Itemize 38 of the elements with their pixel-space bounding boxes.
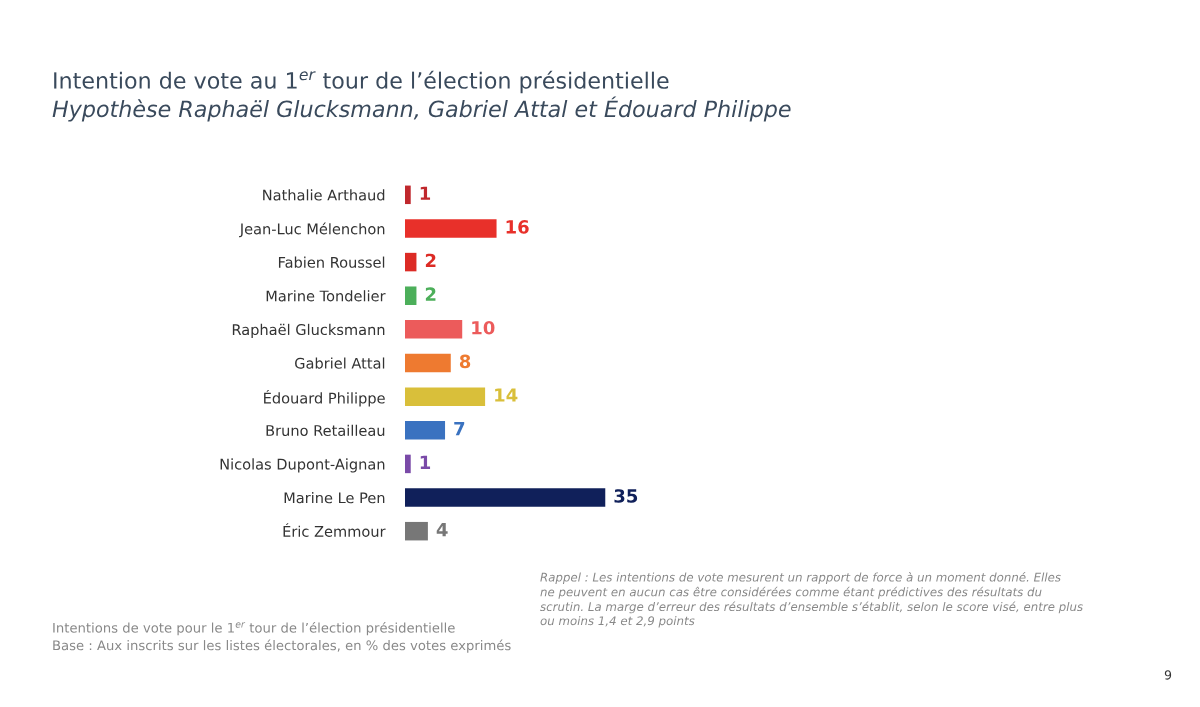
y-tick-label: Éric Zemmour: [283, 523, 386, 537]
bar: [405, 521, 428, 541]
bar: [405, 387, 486, 406]
y-tick-label: Nathalie Arthaud: [263, 189, 385, 201]
y-tick-label: Marine Tondelier: [266, 290, 386, 302]
y-tick-label: Raphaël Glucksmann: [232, 323, 385, 338]
data-label: 8: [459, 354, 471, 369]
data-label: 2: [425, 253, 436, 268]
bar: [405, 320, 463, 339]
bar: [405, 252, 417, 272]
y-tick-label: Jean-Luc Mélenchon: [239, 222, 385, 238]
bar: [405, 421, 446, 440]
bar: [405, 185, 411, 205]
y-tick-label: Édouard Philippe: [264, 389, 385, 407]
bar: [405, 219, 497, 238]
data-label: 16: [506, 220, 529, 234]
text: 9: [1164, 670, 1172, 680]
y-tick-label: Fabien Roussel: [278, 256, 385, 268]
y-tick-label: Marine Le Pen: [284, 492, 385, 504]
bar: [405, 353, 451, 373]
data-label: 1: [420, 455, 431, 469]
chart-title: Intention de vote au 1$^{er}$ tour de l’élection présidentielle: [54, 70, 669, 94]
bar: [405, 286, 417, 305]
bar: [405, 454, 411, 474]
chart-subtitle: Hypothèse Raphaël Glucksmann, Gabriel Attal et Édouard Philippe: [52, 96, 791, 122]
data-label: 2: [425, 287, 436, 301]
data-label: 4: [436, 523, 448, 537]
data-label: 1: [420, 186, 431, 200]
data-label: 35: [614, 489, 638, 503]
text: Rappel : Les intentions de vote mesurent un rapport de force à un moment donné. Elles ne peuvent en aucun cas être considérées comme étant prédictives des résultats du scrutin. La marge d’erreur des résultats d’ensemble s’établit, selon le score visé, entre plus ou moins 1,4 et 2,9 points: [540, 572, 1083, 628]
data-label: 7: [454, 422, 465, 436]
y-tick-label: Bruno Retailleau: [266, 424, 385, 437]
y-tick-label: Gabriel Attal: [295, 357, 385, 369]
data-label: 14: [495, 388, 518, 402]
y-tick-label: Nicolas Dupont-Aignan: [220, 458, 385, 473]
data-label: 10: [472, 320, 495, 335]
bar: [405, 488, 606, 507]
text: Intentions de vote pour le 1$^{er}$ tour de l’élection présidentielle Base : Aux inscrits sur les listes électorales, en % des votes exprimés: [53, 622, 511, 653]
